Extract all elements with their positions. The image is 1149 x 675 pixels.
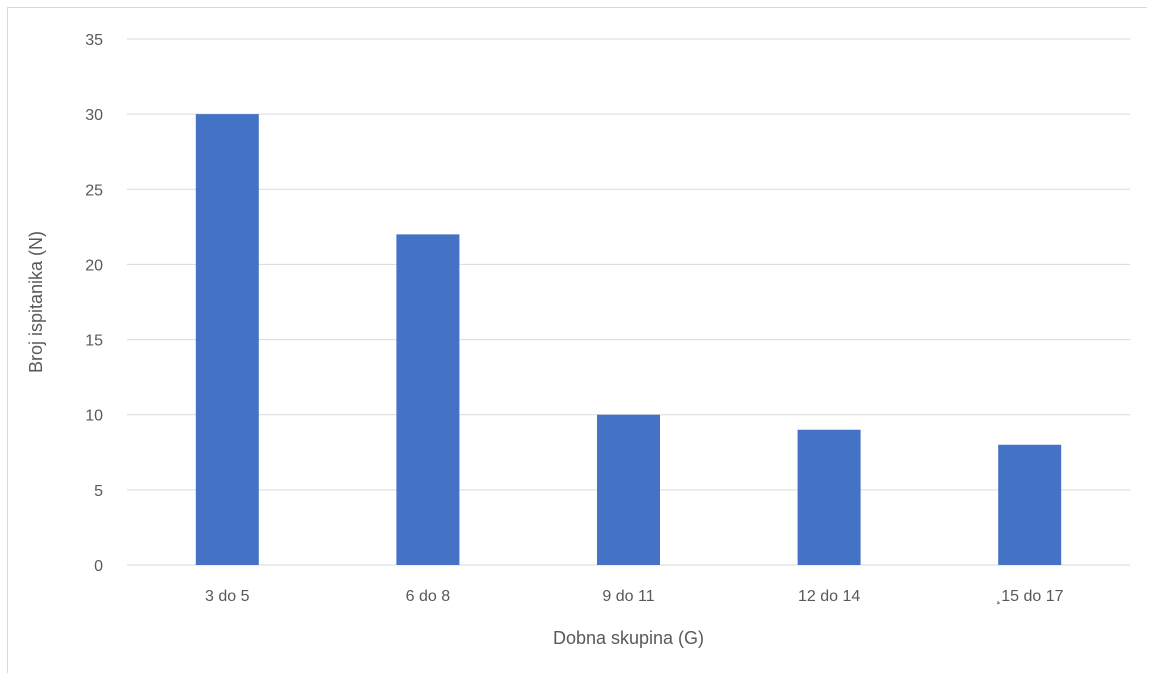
- x-tick-labels: 3 do 5 6 do 8 9 do 11 12 do 14 ¸15 do 17: [205, 588, 1064, 605]
- y-tick-label: 20: [85, 257, 103, 274]
- bar: [597, 414, 660, 565]
- bar: [396, 234, 460, 565]
- x-tick-label: 3 do 5: [205, 588, 250, 605]
- y-tick-label: 30: [85, 107, 103, 124]
- chart-frame: [7, 7, 1147, 673]
- bars: [195, 114, 1062, 566]
- x-tick-label: 9 do 11: [602, 588, 654, 605]
- bar: [998, 444, 1062, 565]
- y-tick-label: 10: [85, 408, 103, 425]
- x-tick-label: 6 do 8: [406, 588, 451, 605]
- bar: [195, 114, 259, 566]
- y-tick-label: 5: [94, 483, 103, 500]
- y-tick-labels: 0 5 10 15 20 25 30 35: [85, 32, 103, 575]
- y-tick-label: 35: [85, 32, 103, 49]
- x-axis-title: Dobna skupina (G): [553, 628, 704, 648]
- y-tick-label: 0: [94, 558, 103, 575]
- y-tick-label: 15: [85, 333, 103, 350]
- y-axis-title: Broj ispitanika (N): [26, 231, 46, 373]
- bar: [797, 429, 861, 565]
- x-tick-label: 12 do 14: [798, 588, 860, 605]
- y-tick-label: 25: [85, 182, 103, 199]
- x-tick-label: ¸15 do 17: [996, 588, 1064, 605]
